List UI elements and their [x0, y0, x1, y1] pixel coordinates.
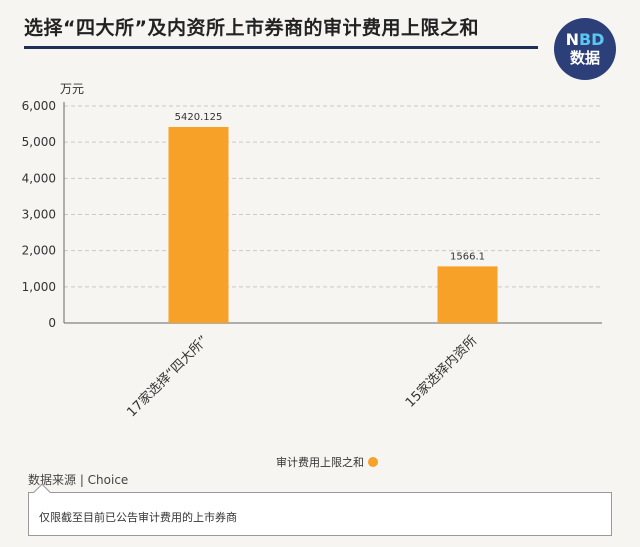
- logo-letters-bd: BD: [578, 30, 605, 49]
- data-label: 5420.125: [175, 112, 223, 123]
- chart-title: 选择“四大所”及内资所上市券商的审计费用上限之和: [24, 17, 479, 39]
- bar: [168, 126, 229, 324]
- data-label: 1566.1: [450, 251, 485, 262]
- y-axis-unit: 万元: [60, 82, 85, 96]
- y-tick-label: 3,000: [22, 208, 56, 222]
- x-tick-label: 15家选择内资所: [402, 333, 480, 411]
- title-block: 选择“四大所”及内资所上市券商的审计费用上限之和: [24, 14, 544, 49]
- y-tick-label: 6,000: [22, 99, 56, 113]
- x-tick-label: 17家选择“四大所”: [124, 333, 212, 421]
- logo-text: 数据: [569, 49, 600, 67]
- legend: 审计费用上限之和: [276, 454, 378, 470]
- legend-swatch: [368, 457, 378, 467]
- note-text: 仅限截至目前已公告审计费用的上市券商: [39, 511, 237, 524]
- title-underline: [24, 46, 538, 49]
- y-tick-label: 1,000: [22, 280, 56, 294]
- bar: [437, 266, 498, 323]
- note-box: 仅限截至目前已公告审计费用的上市券商: [28, 483, 612, 536]
- legend-label: 审计费用上限之和: [276, 456, 364, 469]
- y-tick-label: 4,000: [22, 171, 56, 185]
- y-tick-label: 5,000: [22, 135, 56, 149]
- data-source: 数据来源 | Choice: [28, 473, 129, 487]
- nbd-logo: NBD 数据: [554, 18, 616, 80]
- y-tick-label: 2,000: [22, 244, 56, 258]
- bar-chart: 0 1,000 2,000 3,000 4,000 5,000 6,000 5420.125 1…: [22, 99, 602, 421]
- logo-letter-n: N: [565, 30, 579, 49]
- y-tick-label: 0: [48, 316, 56, 330]
